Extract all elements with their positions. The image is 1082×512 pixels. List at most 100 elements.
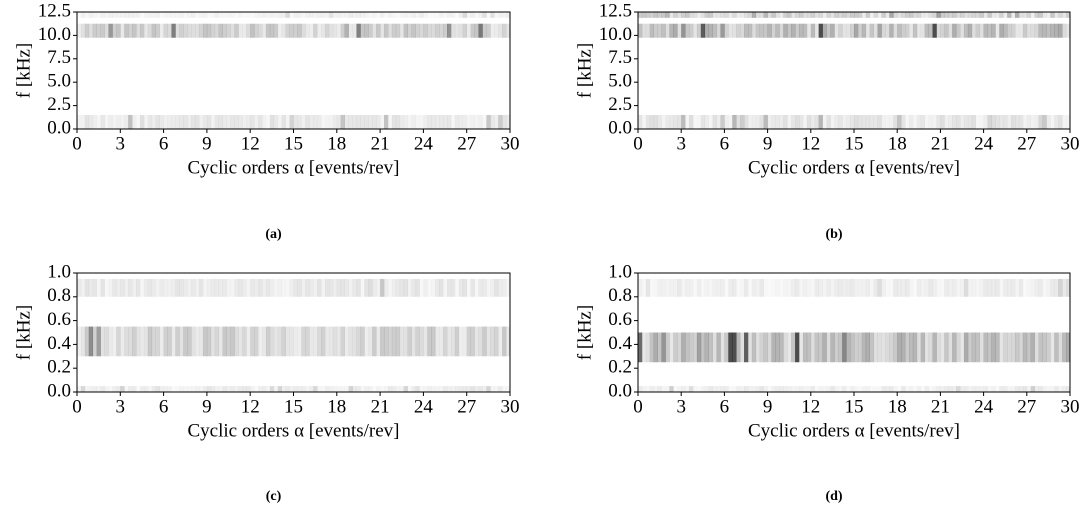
heatmap-cell (1022, 23, 1028, 38)
heatmap-cell (360, 23, 365, 38)
heatmap-cell (716, 386, 721, 392)
x-tick-label: 21 (931, 396, 950, 417)
heatmap-cell (265, 12, 271, 18)
heatmap-cell (897, 114, 902, 129)
heatmap-cell (470, 386, 475, 392)
heatmap-cell (301, 114, 306, 129)
caption: (d) (825, 489, 842, 504)
heatmap-cell (657, 386, 662, 392)
heatmap-cell (751, 386, 757, 392)
heatmap-cell (834, 12, 839, 18)
heatmap-cell (199, 386, 204, 392)
heatmap-cell (336, 326, 342, 357)
heatmap-cell (380, 12, 385, 18)
heatmap-cell (116, 278, 121, 297)
heatmap-cell (791, 278, 796, 297)
heatmap-cell (940, 279, 944, 297)
heatmap-cell (1003, 23, 1008, 38)
heatmap-cell (458, 12, 464, 18)
heatmap-cell (1026, 332, 1032, 363)
heatmap-cell (767, 12, 772, 18)
heatmap-cell (88, 386, 94, 392)
heatmap-cell (956, 23, 961, 38)
heatmap-cell (850, 386, 855, 392)
heatmap-cell (1011, 278, 1016, 297)
heatmap-cell (704, 278, 709, 297)
y-axis-label: f [kHz] (13, 305, 34, 360)
heatmap-cell (482, 12, 487, 18)
heatmap-cell (486, 326, 491, 357)
heatmap-cell (975, 332, 980, 363)
heatmap-cell (665, 278, 670, 297)
heatmap-cell (478, 114, 483, 129)
heatmap-cell (419, 12, 424, 18)
heatmap-cell (1066, 386, 1071, 392)
heatmap-cell (384, 114, 389, 129)
heatmap-cell (187, 386, 192, 392)
heatmap-cell (360, 326, 365, 357)
heatmap-cell (826, 12, 831, 18)
heatmap-cell (979, 12, 984, 18)
heatmap-cell (944, 278, 949, 297)
heatmap-cell (262, 386, 267, 392)
heatmap-cell (277, 23, 282, 38)
heatmap-cell (700, 386, 706, 392)
heatmap-cell (842, 386, 847, 392)
heatmap-cell (1054, 12, 1059, 18)
heatmap-cell (352, 114, 357, 129)
heatmap-cell (321, 115, 325, 129)
heatmap-cell (419, 279, 423, 297)
heatmap-cell (265, 23, 271, 38)
heatmap-cell (963, 278, 969, 297)
heatmap-cell (218, 386, 223, 392)
heatmap-cell (913, 279, 917, 297)
heatmap-cell (768, 279, 772, 297)
heatmap-cell (490, 12, 495, 18)
heatmap-cell (967, 386, 973, 392)
heatmap-cell (301, 12, 305, 18)
heatmap-cell (92, 386, 97, 392)
heatmap-cell (458, 326, 464, 357)
heatmap-cell (1018, 23, 1024, 38)
heatmap-cell (885, 279, 889, 297)
heatmap-cell (450, 326, 456, 357)
heatmap-cell (681, 386, 686, 392)
heatmap-cell (720, 23, 725, 38)
heatmap-cell (163, 114, 168, 129)
heatmap-cell (669, 332, 674, 363)
heatmap-cell (1050, 278, 1055, 297)
heatmap-cell (411, 386, 416, 392)
x-tick-label: 30 (501, 396, 520, 417)
heatmap-cell (929, 386, 933, 392)
heatmap-cell (983, 12, 988, 18)
heatmap-cell (673, 386, 677, 392)
heatmap-cell (897, 386, 901, 392)
heatmap-cell (657, 23, 662, 38)
heatmap-cell (392, 12, 396, 18)
heatmap-cell (983, 23, 988, 38)
heatmap-cell (893, 332, 898, 363)
heatmap-cell (317, 278, 322, 297)
heatmap-cell (151, 12, 157, 18)
x-tick-label: 15 (284, 133, 303, 154)
heatmap-cell (708, 23, 713, 38)
heatmap-cell (403, 278, 408, 297)
y-tick-label: 5.0 (608, 71, 632, 92)
heatmap-cell (712, 23, 717, 38)
heatmap-cell (443, 114, 448, 129)
heatmap-cell (925, 115, 929, 129)
heatmap-cell (254, 386, 258, 392)
heatmap-cell (427, 326, 432, 357)
heatmap-cell (324, 326, 330, 357)
heatmap-cell (787, 23, 792, 38)
y-tick-label: 12.5 (38, 0, 71, 21)
heatmap-cell (155, 23, 160, 38)
heatmap-cell (313, 386, 318, 392)
heatmap-cell (143, 114, 149, 129)
heatmap-cell (736, 114, 741, 129)
heatmap-cell (936, 114, 941, 129)
heatmap-cell (916, 12, 922, 18)
heatmap-cell (92, 326, 97, 357)
heatmap-cell (657, 278, 662, 297)
heatmap-cell (763, 386, 768, 392)
